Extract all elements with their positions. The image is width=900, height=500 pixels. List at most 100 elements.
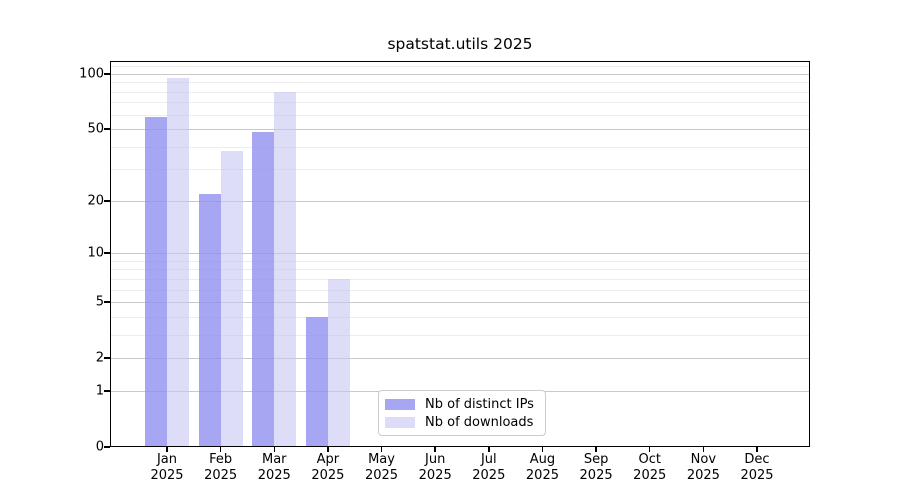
y-tick-mark-2: [104, 357, 110, 359]
x-tick-month-apr: Apr: [316, 452, 340, 467]
x-tick-label-jun: Jun 2025: [419, 452, 452, 483]
x-tick-label-apr: Apr 2025: [311, 452, 344, 483]
y-tick-mark-10: [104, 252, 110, 254]
x-tick-month-feb: Feb: [209, 452, 233, 467]
bar-nb-of-distinct-ips-mar: [252, 132, 275, 447]
bar-nb-of-distinct-ips-apr: [305, 316, 328, 447]
x-tick-year-jul: 2025: [472, 467, 506, 483]
x-tick-year-may: 2025: [364, 467, 399, 483]
x-tick-mark-jan: [166, 447, 168, 452]
bar-nb-of-downloads-feb: [220, 150, 243, 447]
plot-area: [110, 61, 810, 447]
gridline-major-2: [110, 358, 810, 360]
y-tick-label-0: 0: [95, 439, 104, 455]
x-tick-month-nov: Nov: [690, 452, 717, 467]
x-tick-year-jan: 2025: [150, 467, 184, 483]
x-tick-month-mar: Mar: [262, 452, 287, 467]
gridline-minor-9: [110, 260, 810, 262]
x-tick-label-may: May 2025: [365, 452, 398, 483]
x-tick-year-mar: 2025: [257, 467, 291, 483]
y-tick-mark-5: [104, 301, 110, 303]
chart-title: spatstat.utils 2025: [387, 35, 533, 53]
gridline-major-10: [110, 253, 810, 255]
bar-nb-of-distinct-ips-jan: [145, 117, 167, 447]
legend-swatch-distinct-ips: [385, 399, 415, 410]
gridline-minor-7: [110, 278, 810, 280]
y-tick-label-50: 50: [87, 121, 104, 137]
x-tick-label-jan: Jan 2025: [150, 452, 183, 483]
x-tick-mark-jun: [434, 447, 436, 452]
x-tick-month-jul: Jul: [480, 452, 497, 467]
legend: Nb of distinct IPs Nb of downloads: [378, 390, 546, 436]
y-tick-label-100: 100: [79, 66, 104, 82]
gridline-minor-40: [110, 146, 810, 148]
x-tick-year-apr: 2025: [311, 467, 345, 483]
x-tick-label-aug: Aug 2025: [526, 452, 559, 483]
x-tick-mark-nov: [702, 447, 705, 452]
y-tick-mark-0: [104, 446, 110, 448]
x-tick-month-sep: Sep: [583, 452, 609, 467]
x-tick-mark-dec: [756, 447, 758, 452]
y-tick-label-5: 5: [95, 294, 104, 310]
y-tick-label-20: 20: [87, 193, 104, 209]
x-tick-year-oct: 2025: [633, 467, 667, 483]
x-tick-label-jul: Jul 2025: [472, 452, 505, 483]
x-tick-mark-sep: [595, 447, 597, 452]
x-tick-label-dec: Dec 2025: [740, 452, 773, 483]
y-tick-mark-1: [104, 390, 110, 392]
x-tick-year-nov: 2025: [686, 467, 720, 483]
x-tick-month-oct: Oct: [638, 452, 661, 467]
bar-nb-of-downloads-jan: [167, 78, 189, 447]
gridline-minor-110: [110, 66, 810, 68]
x-tick-mark-feb: [219, 447, 222, 452]
x-tick-year-sep: 2025: [579, 467, 613, 483]
x-tick-label-feb: Feb 2025: [204, 452, 237, 483]
bar-nb-of-downloads-mar: [274, 91, 297, 447]
x-tick-month-jun: Jun: [425, 452, 446, 467]
x-tick-mark-may: [380, 447, 383, 452]
x-tick-label-mar: Mar 2025: [258, 452, 291, 483]
legend-label-distinct-ips: Nb of distinct IPs: [425, 397, 534, 412]
x-tick-mark-jul: [488, 447, 490, 452]
gridline-major-20: [110, 200, 810, 202]
y-tick-mark-50: [104, 128, 110, 130]
bar-nb-of-downloads-apr: [327, 278, 350, 447]
gridline-major-5: [110, 302, 810, 304]
gridline-major-100: [110, 73, 810, 75]
legend-swatch-downloads: [385, 417, 415, 428]
legend-label-downloads: Nb of downloads: [425, 415, 534, 430]
x-tick-month-jan: Jan: [156, 452, 178, 467]
x-tick-mark-mar: [273, 447, 276, 452]
gridline-minor-80: [110, 91, 810, 93]
x-tick-mark-aug: [541, 447, 544, 452]
legend-item-downloads: Nb of downloads: [385, 414, 545, 431]
x-tick-month-dec: Dec: [744, 452, 770, 467]
gridline-minor-60: [110, 114, 810, 116]
gridline-minor-6: [110, 289, 810, 291]
x-tick-year-aug: 2025: [525, 467, 559, 483]
y-tick-mark-20: [104, 200, 110, 202]
x-tick-label-nov: Nov 2025: [687, 452, 720, 483]
legend-item-distinct-ips: Nb of distinct IPs: [385, 396, 545, 413]
gridline-minor-4: [110, 316, 810, 318]
gridline-minor-3: [110, 334, 810, 336]
x-tick-month-aug: Aug: [529, 452, 556, 467]
gridline-minor-70: [110, 102, 810, 104]
gridline-major-50: [110, 129, 810, 131]
bar-nb-of-distinct-ips-feb: [198, 193, 221, 447]
x-tick-label-oct: Oct 2025: [633, 452, 666, 483]
x-tick-mark-oct: [648, 447, 651, 452]
gridline-minor-90: [110, 82, 810, 84]
x-tick-year-feb: 2025: [204, 467, 238, 483]
x-tick-mark-apr: [327, 447, 329, 452]
gridline-minor-30: [110, 169, 810, 171]
y-tick-label-1: 1: [95, 383, 104, 399]
x-tick-label-sep: Sep 2025: [580, 452, 613, 483]
y-tick-mark-100: [104, 73, 110, 75]
x-tick-year-dec: 2025: [740, 467, 774, 483]
x-tick-year-jun: 2025: [418, 467, 452, 483]
gridline-minor-8: [110, 269, 810, 271]
x-tick-month-may: May: [368, 452, 395, 467]
y-tick-label-10: 10: [87, 245, 104, 261]
